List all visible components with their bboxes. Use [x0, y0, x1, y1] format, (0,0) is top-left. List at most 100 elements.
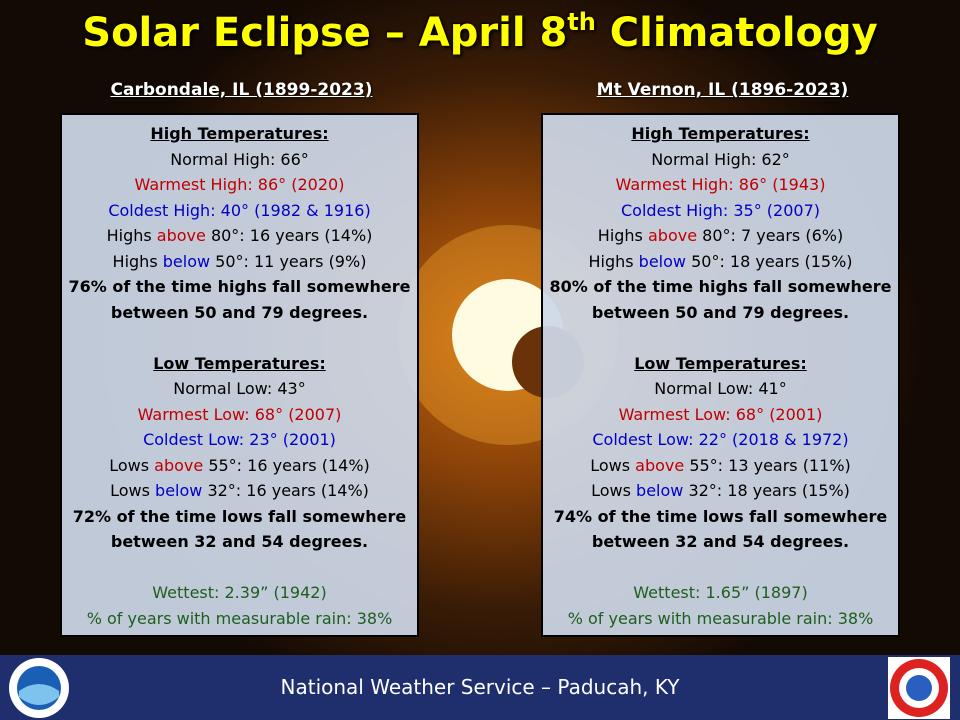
text-segment: Normal Low: 43° — [173, 379, 306, 398]
text-segment: Lows — [591, 481, 637, 500]
noaa-logo — [9, 658, 69, 718]
text-line: Normal High: 66° — [62, 147, 417, 173]
text-segment: Warmest High: 86° (2020) — [134, 175, 345, 194]
text-segment: 55°: 13 years (11%) — [684, 455, 851, 475]
text-segment: 32°: 18 years (15%) — [683, 481, 850, 500]
text-segment: 80% of the time highs fall somewhere — [549, 277, 892, 296]
text-segment: Wettest: 1.65” (1897) — [633, 583, 808, 602]
section: Wettest: 2.39” (1942) % of years with mea… — [62, 580, 417, 631]
text-segment: 76% of the time highs fall somewhere — [68, 277, 411, 296]
text-segment: Highs — [112, 251, 163, 271]
text-line: 74% of the time lows fall somewhere — [543, 504, 898, 530]
footer: National Weather Service – Paducah, KY — [0, 655, 960, 720]
text-segment: Warmest Low: 68° (2001) — [618, 404, 823, 424]
text-segment: below — [162, 251, 211, 271]
title-text: Solar Eclipse – April 8 — [82, 10, 568, 56]
text-line: between 32 and 54 degrees. — [543, 529, 898, 555]
text-segment: below — [155, 481, 203, 500]
text-line: Normal Low: 41° — [543, 376, 898, 402]
panel-heading: Mt Vernon, IL (1896-2023) — [596, 80, 849, 100]
text-segment: 80°: 16 years (14%) — [205, 226, 373, 245]
text-line: Wettest: 1.65” (1897) — [543, 580, 898, 606]
text-line: Lows below 32°: 18 years (15%) — [543, 478, 898, 504]
panel: High Temperatures: Normal High: 62° Warmes… — [541, 113, 900, 637]
section: High Temperatures: Normal High: 62° Warmes… — [543, 121, 898, 325]
text-segment: Low Temperatures: — [634, 353, 807, 373]
text-line: Highs above 80°: 7 years (6%) — [543, 223, 898, 249]
title-sup: th — [567, 8, 596, 36]
panel: High Temperatures: Normal High: 66° Warmes… — [60, 113, 419, 637]
text-segment: Highs — [588, 251, 639, 271]
text-segment: Warmest Low: 68° (2007) — [137, 404, 342, 424]
panel-heading: Carbondale, IL (1899-2023) — [110, 80, 373, 100]
text-line: Coldest Low: 23° (2001) — [62, 427, 417, 453]
text-segment: High Temperatures: — [150, 124, 329, 143]
text-segment: Warmest High: 86° (1943) — [615, 175, 826, 194]
text-line: Wettest: 2.39” (1942) — [62, 580, 417, 606]
section: Low Temperatures: Normal Low: 41° Warmest … — [543, 351, 898, 555]
text-segment: Coldest Low: 22° (2018 & 1972) — [592, 430, 849, 449]
text-segment: between 50 and 79 degrees. — [110, 302, 369, 322]
text-segment: 32°: 16 years (14%) — [202, 481, 369, 500]
text-segment: Low Temperatures: — [153, 353, 326, 373]
text-segment: between 32 and 54 degrees. — [591, 532, 850, 551]
text-segment: Lows — [590, 455, 636, 475]
text-line: 72% of the time lows fall somewhere — [62, 504, 417, 530]
text-segment: % of years with measurable rain: 38% — [86, 608, 393, 628]
footer-text: National Weather Service – Paducah, KY — [280, 675, 680, 699]
section: Low Temperatures: Normal Low: 43° Warmest … — [62, 351, 417, 555]
text-segment: above — [647, 226, 698, 245]
text-segment: Lows — [110, 481, 156, 500]
text-line: Coldest Low: 22° (2018 & 1972) — [543, 427, 898, 453]
text-line: Lows above 55°: 13 years (11%) — [543, 453, 898, 479]
text-line: Warmest High: 86° (1943) — [543, 172, 898, 198]
text-segment: Highs — [597, 226, 648, 245]
text-line: High Temperatures: — [62, 121, 417, 147]
text-segment: Normal Low: 41° — [654, 379, 787, 398]
text-segment: below — [636, 481, 684, 500]
text-segment: Coldest High: 40° (1982 & 1916) — [108, 200, 371, 220]
text-line: 80% of the time highs fall somewhere — [543, 274, 898, 300]
section: High Temperatures: Normal High: 66° Warmes… — [62, 121, 417, 325]
text-segment: Lows — [109, 455, 155, 475]
text-segment: Wettest: 2.39” (1942) — [152, 583, 327, 602]
text-segment: 55°: 16 years (14%) — [203, 455, 370, 475]
text-segment: above — [635, 455, 685, 475]
text-segment: % of years with measurable rain: 38% — [567, 608, 874, 628]
text-line: Highs below 50°: 11 years (9%) — [62, 249, 417, 275]
text-line: between 50 and 79 degrees. — [62, 300, 417, 326]
text-line: % of years with measurable rain: 38% — [62, 606, 417, 632]
text-segment: between 32 and 54 degrees. — [110, 532, 369, 551]
text-segment: Coldest Low: 23° (2001) — [143, 430, 336, 449]
text-line: Warmest High: 86° (2020) — [62, 172, 417, 198]
text-line: Coldest High: 35° (2007) — [543, 198, 898, 224]
text-segment: Coldest High: 35° (2007) — [621, 200, 820, 220]
text-segment: between 50 and 79 degrees. — [591, 302, 850, 322]
text-line: Low Temperatures: — [62, 351, 417, 377]
text-segment: 80°: 7 years (6%) — [697, 226, 844, 245]
text-line: Highs below 50°: 18 years (15%) — [543, 249, 898, 275]
text-line: 76% of the time highs fall somewhere — [62, 274, 417, 300]
text-segment: Normal High: 62° — [651, 149, 790, 169]
text-line: Warmest Low: 68° (2001) — [543, 402, 898, 428]
text-segment: Highs — [106, 226, 157, 245]
text-segment: above — [156, 226, 206, 245]
text-line: High Temperatures: — [543, 121, 898, 147]
text-line: between 32 and 54 degrees. — [62, 529, 417, 555]
text-line: Normal Low: 43° — [62, 376, 417, 402]
section: Wettest: 1.65” (1897) % of years with mea… — [543, 580, 898, 631]
text-line: Warmest Low: 68° (2007) — [62, 402, 417, 428]
text-line: Highs above 80°: 16 years (14%) — [62, 223, 417, 249]
text-segment: below — [638, 251, 686, 271]
text-segment: 74% of the time lows fall somewhere — [553, 506, 888, 526]
text-line: Coldest High: 40° (1982 & 1916) — [62, 198, 417, 224]
text-line: % of years with measurable rain: 38% — [543, 606, 898, 632]
text-segment: 72% of the time lows fall somewhere — [72, 506, 407, 526]
text-line: between 50 and 79 degrees. — [543, 300, 898, 326]
nws-logo — [888, 657, 950, 719]
text-segment: 50°: 18 years (15%) — [686, 251, 853, 271]
title: Solar Eclipse – April 8th Climatology — [0, 8, 960, 56]
title-text: Climatology — [595, 10, 878, 56]
text-line: Lows above 55°: 16 years (14%) — [62, 453, 417, 479]
